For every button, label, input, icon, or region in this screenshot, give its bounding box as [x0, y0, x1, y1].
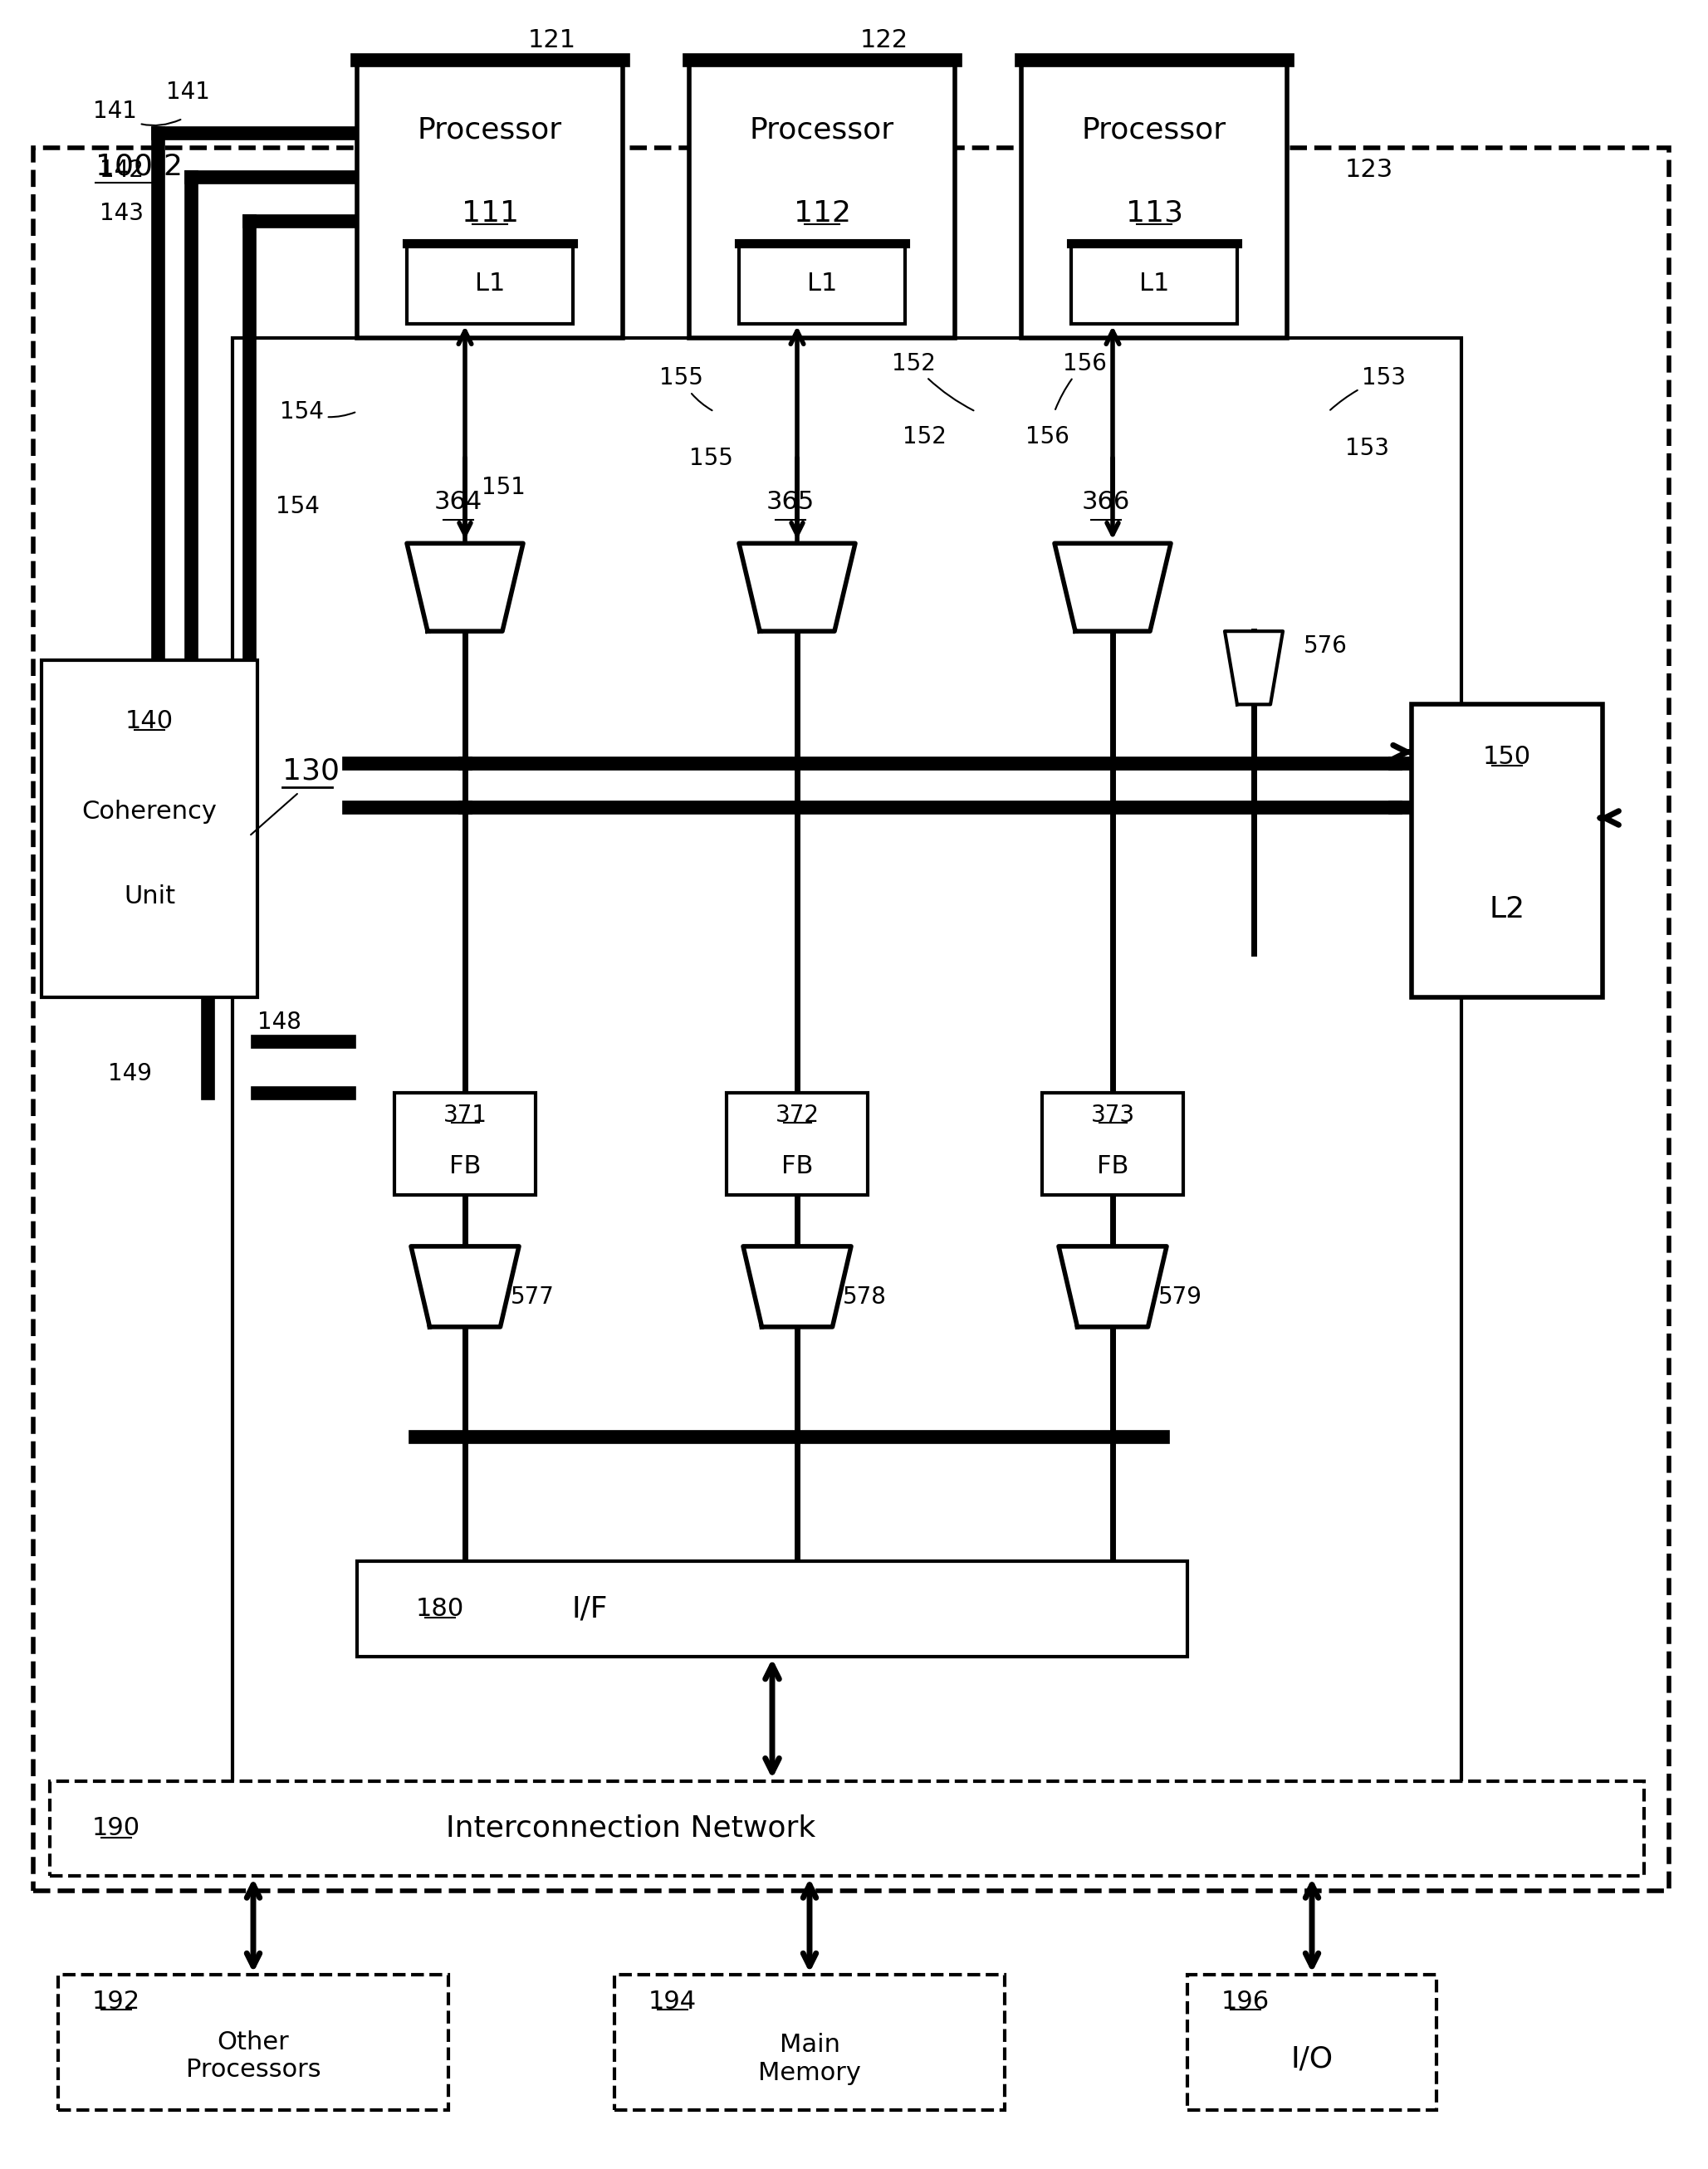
Text: 148: 148	[258, 1011, 301, 1035]
Text: 364: 364	[434, 490, 483, 514]
Text: I/O: I/O	[1291, 2045, 1334, 2074]
Polygon shape	[412, 1247, 519, 1327]
Text: 149: 149	[108, 1063, 152, 1084]
Bar	[615, 1976, 1004, 2110]
Text: 373: 373	[1091, 1104, 1134, 1126]
Text: 111: 111	[461, 200, 519, 228]
Polygon shape	[1059, 1247, 1167, 1327]
Bar	[50, 1781, 1645, 1876]
Text: 122: 122	[861, 28, 909, 52]
Bar	[726, 1093, 868, 1195]
Text: 365: 365	[767, 490, 815, 514]
Text: Processor: Processor	[750, 115, 895, 143]
Text: L1: L1	[475, 271, 506, 295]
Text: FB: FB	[781, 1154, 813, 1178]
Text: 180: 180	[415, 1596, 465, 1620]
Text: 121: 121	[528, 28, 576, 52]
Text: 156: 156	[1056, 351, 1107, 410]
Text: 141: 141	[94, 100, 181, 126]
Bar	[1071, 243, 1237, 323]
Text: L1: L1	[806, 271, 837, 295]
Text: 577: 577	[511, 1286, 555, 1308]
Text: 141: 141	[166, 80, 210, 104]
Text: 155: 155	[659, 367, 712, 410]
Text: 142: 142	[99, 158, 143, 182]
Text: 190: 190	[92, 1815, 140, 1841]
Text: 153: 153	[1331, 367, 1406, 410]
Text: 194: 194	[649, 1989, 697, 2015]
Text: 372: 372	[775, 1104, 820, 1126]
Text: Other
Processors: Other Processors	[186, 2030, 321, 2082]
Text: 155: 155	[690, 447, 733, 471]
Text: 123: 123	[1346, 158, 1394, 182]
Text: 100-2: 100-2	[96, 152, 183, 180]
Bar	[32, 147, 1669, 1891]
Text: Processor: Processor	[1081, 115, 1226, 143]
Polygon shape	[1225, 631, 1283, 705]
Bar	[357, 1562, 1187, 1657]
Bar	[407, 243, 572, 323]
Text: Main
Memory: Main Memory	[758, 2032, 861, 2084]
Bar	[357, 61, 623, 338]
Text: 113: 113	[1126, 200, 1184, 228]
Bar	[1187, 1976, 1436, 2110]
Text: 578: 578	[842, 1286, 886, 1308]
Text: 150: 150	[1483, 746, 1530, 770]
Text: 579: 579	[1158, 1286, 1202, 1308]
Text: 140: 140	[125, 709, 174, 733]
Text: Unit: Unit	[123, 885, 176, 909]
Bar	[1021, 61, 1288, 338]
Bar	[41, 662, 258, 998]
Text: 152: 152	[892, 351, 974, 410]
Text: 154: 154	[275, 495, 319, 518]
Text: 192: 192	[92, 1989, 140, 2015]
Text: 196: 196	[1221, 1989, 1269, 2015]
Text: Processor: Processor	[418, 115, 562, 143]
Polygon shape	[1054, 544, 1170, 631]
Bar	[690, 61, 955, 338]
Text: 366: 366	[1081, 490, 1131, 514]
Text: FB: FB	[1097, 1154, 1129, 1178]
Text: 152: 152	[904, 425, 946, 449]
Text: 576: 576	[1303, 633, 1348, 657]
Bar	[232, 338, 1462, 1802]
Text: 156: 156	[1025, 425, 1069, 449]
Text: 151: 151	[482, 477, 526, 499]
Text: 143: 143	[99, 202, 143, 226]
Text: 112: 112	[794, 200, 851, 228]
Text: Coherency: Coherency	[82, 800, 217, 824]
Text: FB: FB	[449, 1154, 482, 1178]
Bar	[1042, 1093, 1184, 1195]
Bar	[395, 1093, 536, 1195]
Text: 371: 371	[442, 1104, 487, 1126]
Bar	[1411, 705, 1602, 998]
Bar	[740, 243, 905, 323]
Text: L1: L1	[1139, 271, 1170, 295]
Text: I/F: I/F	[572, 1594, 608, 1622]
Text: L2: L2	[1489, 896, 1525, 924]
Text: 130: 130	[282, 757, 340, 785]
Text: Interconnection Network: Interconnection Network	[446, 1815, 816, 1844]
Polygon shape	[407, 544, 523, 631]
Text: 154: 154	[280, 399, 355, 423]
Text: 153: 153	[1346, 436, 1389, 460]
Polygon shape	[743, 1247, 851, 1327]
Bar	[58, 1976, 449, 2110]
Polygon shape	[740, 544, 856, 631]
